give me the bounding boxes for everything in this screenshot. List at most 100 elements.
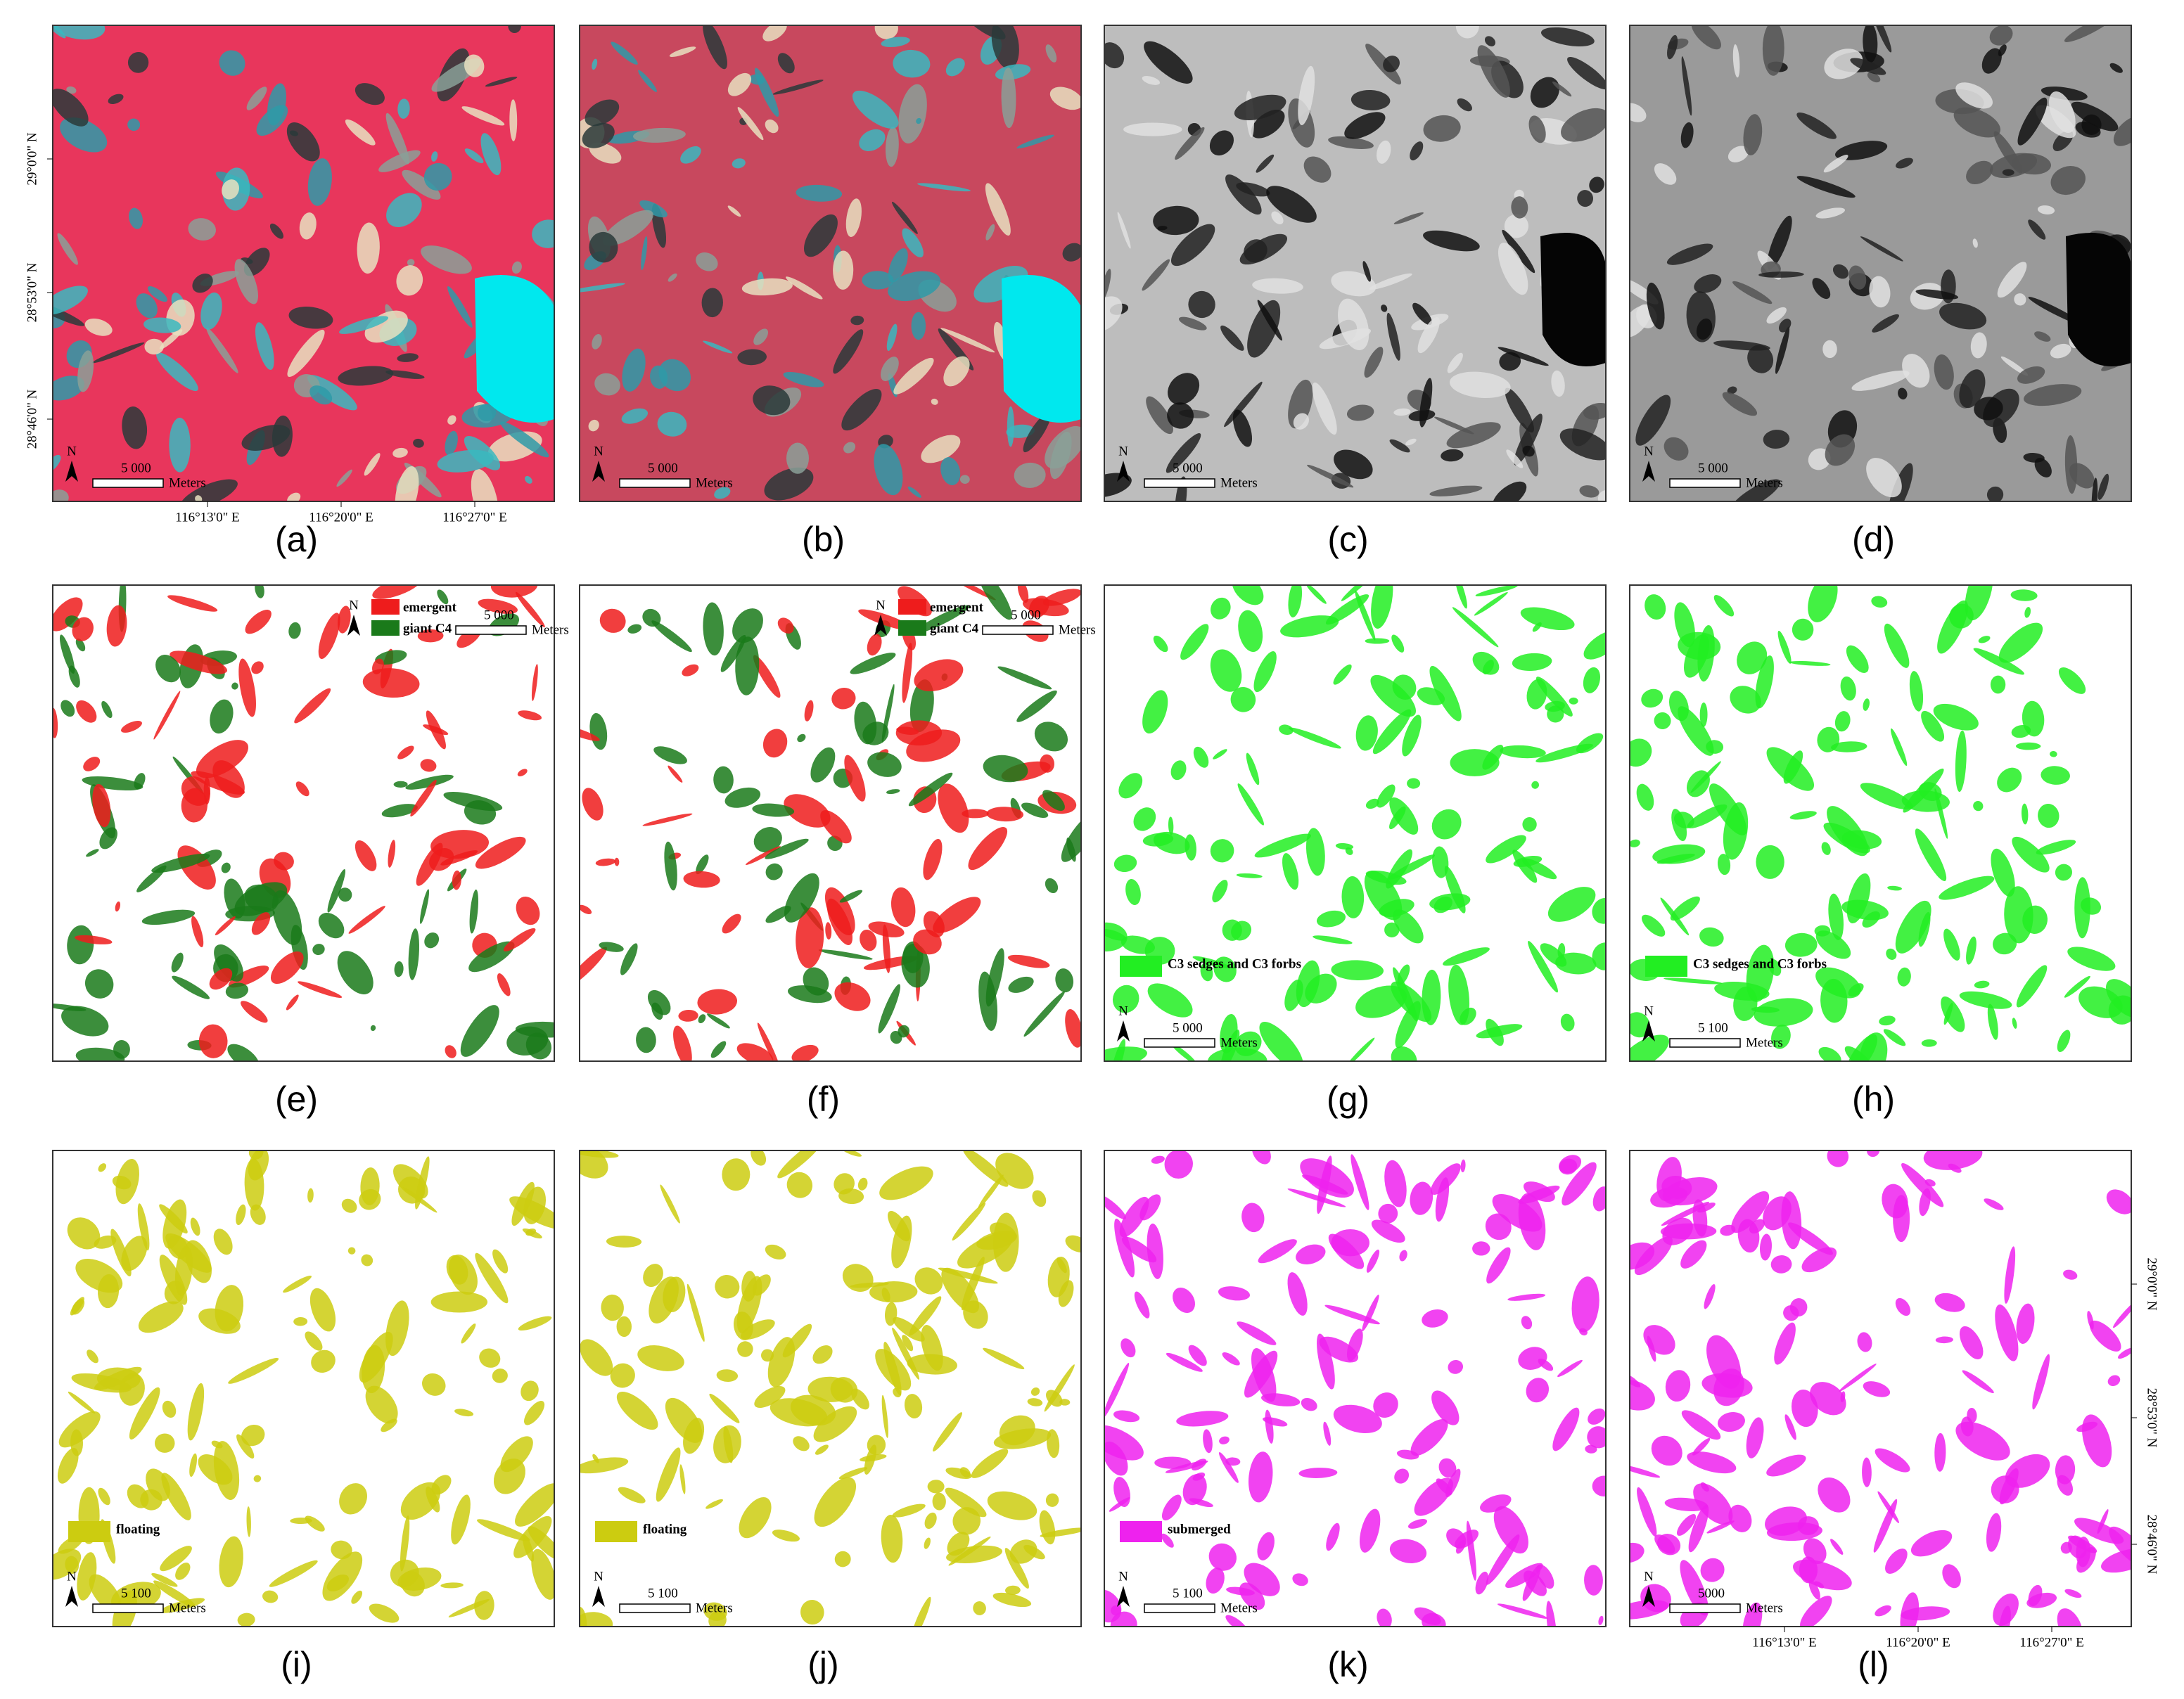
map-patch bbox=[1441, 449, 1464, 462]
map-patch bbox=[1192, 956, 1230, 968]
map-patch bbox=[2109, 63, 2123, 73]
map-patch bbox=[1251, 1150, 1271, 1165]
map-patch bbox=[880, 357, 899, 381]
map-patch bbox=[396, 265, 423, 296]
map-patch bbox=[511, 261, 522, 274]
map-patch bbox=[1935, 1336, 1953, 1344]
map-patch bbox=[997, 666, 1052, 690]
map-patch bbox=[1457, 98, 1472, 112]
scale-bar bbox=[982, 625, 1054, 635]
map-patch bbox=[701, 288, 723, 318]
map-patch bbox=[1815, 207, 1846, 219]
map-patch bbox=[1371, 1219, 1405, 1243]
north-label: N bbox=[1118, 1004, 1128, 1018]
map-patch bbox=[1377, 1608, 1392, 1627]
map-patch bbox=[191, 771, 245, 795]
map-patch bbox=[1167, 402, 1194, 429]
map-patch bbox=[985, 224, 995, 241]
map-patch bbox=[1504, 214, 1529, 238]
map-patch bbox=[1636, 783, 1654, 811]
map-patch bbox=[1188, 290, 1215, 319]
map-patch bbox=[1475, 1571, 1489, 1595]
map-patch bbox=[2067, 947, 2116, 971]
map-image bbox=[580, 585, 1081, 1061]
map-patch bbox=[1763, 430, 1790, 449]
map-patch bbox=[1766, 1454, 1806, 1477]
map-patch bbox=[1326, 1522, 1340, 1551]
map-patch bbox=[1818, 1046, 1841, 1061]
map-patch bbox=[369, 1603, 400, 1623]
map-patch bbox=[1943, 1003, 1953, 1025]
map-patch bbox=[1815, 930, 1851, 959]
map-patch bbox=[1863, 1381, 1891, 1397]
map-patch bbox=[1412, 302, 1432, 326]
map-patch bbox=[1552, 1407, 1580, 1451]
map-patch bbox=[521, 1380, 539, 1402]
map-patch bbox=[1431, 1390, 1460, 1425]
map-patch bbox=[2012, 836, 2050, 873]
map-patch bbox=[222, 179, 239, 200]
map-patch bbox=[53, 25, 106, 40]
map-patch bbox=[1289, 727, 1341, 749]
map-patch bbox=[211, 1440, 223, 1449]
map-patch bbox=[96, 1367, 141, 1391]
map-patch bbox=[1667, 34, 1678, 60]
map-patch bbox=[1706, 1520, 1735, 1534]
map-patch bbox=[1365, 870, 1407, 885]
map-patch bbox=[580, 904, 592, 914]
map-patch bbox=[1443, 947, 1490, 966]
map-patch bbox=[727, 205, 741, 217]
map-patch bbox=[241, 1001, 268, 1023]
longitude-label: 116°27'0" E bbox=[2019, 1635, 2083, 1650]
map-patch bbox=[2024, 607, 2031, 618]
map-patch bbox=[1147, 983, 1193, 1018]
map-patch bbox=[1123, 122, 1182, 136]
map-patch bbox=[992, 1592, 1032, 1608]
map-patch bbox=[1305, 828, 1325, 876]
map-patch bbox=[1771, 1025, 1791, 1049]
map-patch bbox=[181, 776, 210, 806]
map-patch bbox=[2063, 1269, 2078, 1280]
map-patch bbox=[237, 1613, 255, 1627]
map-patch bbox=[589, 231, 618, 263]
map-patch bbox=[1407, 1519, 1428, 1529]
map-patch bbox=[251, 661, 264, 674]
map-patch bbox=[843, 442, 856, 454]
map-patch bbox=[983, 755, 1028, 783]
map-patch bbox=[1486, 1247, 1511, 1284]
map-patch bbox=[793, 1436, 810, 1451]
map-patch bbox=[765, 838, 809, 859]
map-patch bbox=[140, 1489, 162, 1511]
map-patch bbox=[1447, 352, 1463, 373]
map-patch bbox=[914, 1267, 943, 1295]
map-patch bbox=[221, 862, 231, 873]
map-patch bbox=[478, 598, 518, 614]
panel-label: (f) bbox=[807, 1079, 840, 1119]
map-patch bbox=[531, 1549, 554, 1600]
map-patch bbox=[859, 129, 886, 151]
map-patch bbox=[1008, 976, 1034, 993]
map-patch bbox=[720, 635, 746, 672]
map-patch bbox=[633, 127, 686, 143]
map-patch bbox=[388, 840, 396, 868]
map-patch bbox=[1393, 909, 1424, 944]
map-patch bbox=[2037, 205, 2055, 214]
map-patch bbox=[2016, 965, 2048, 1008]
map-patch bbox=[815, 1444, 829, 1455]
map-patch bbox=[1372, 709, 1412, 755]
map-patch bbox=[898, 1025, 909, 1038]
map-patch bbox=[1389, 1539, 1427, 1563]
map-patch bbox=[1253, 651, 1277, 693]
map-patch bbox=[295, 781, 309, 797]
map-patch bbox=[580, 1457, 629, 1474]
latitude-label: 28°46'0" N bbox=[25, 389, 39, 449]
map-patch bbox=[357, 222, 380, 274]
map-patch bbox=[857, 1177, 868, 1191]
map-patch bbox=[255, 585, 264, 598]
map-panel: N 5 000 Meters 29°0'0" N 28°53'0" N 28°46'0" … bbox=[25, 25, 555, 525]
map-patch bbox=[1120, 935, 1155, 954]
map-patch bbox=[400, 1571, 425, 1597]
map-patch bbox=[437, 589, 449, 605]
map-patch bbox=[72, 1299, 85, 1315]
map-patch bbox=[703, 602, 724, 656]
